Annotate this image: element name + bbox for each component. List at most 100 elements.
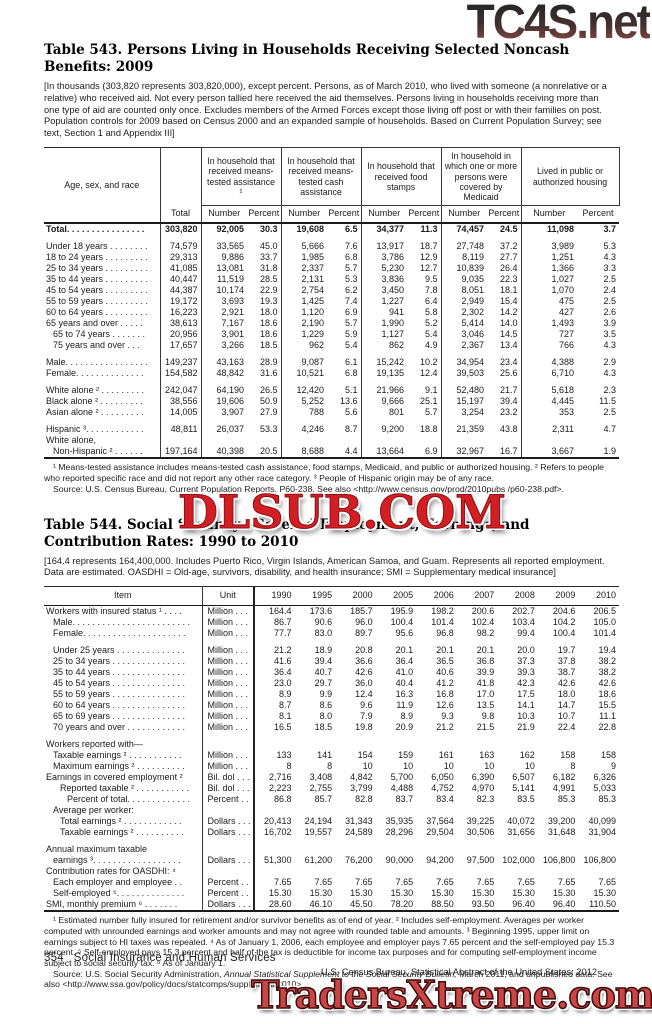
cell-unit [201,805,254,817]
cell-value: 15.30 [552,888,576,899]
cell-percent: 13.6 [339,396,358,407]
cell-value: 37.3 [517,656,535,667]
table543-header-groups: Age, sex, and race Total In household th… [44,146,620,225]
row-label: 25 to 34 years . . . . . . . . . [46,263,149,274]
cell-value [376,838,417,855]
table-row: Reported taxable ² . . . . . . . . . . .… [44,783,619,795]
cell-total: 44,387 [159,285,201,297]
subheader-percent: Percent [577,205,620,225]
cell-percent: 10.2 [419,357,438,368]
cell-value: 16.8 [436,689,454,700]
cell-total: 38,613 [159,318,201,330]
cell-value: 10 [443,761,454,772]
table-row: Female. . . . . . . . . . . . . . . . . … [44,628,619,640]
cell-total: 29,313 [159,252,201,264]
table-row: Female. . . . . . . . . . . . . . 154,58… [44,368,619,380]
cell-unit: Million . . . [201,628,254,640]
row-label: Contribution rates for OASDHI: ⁴ [46,866,176,877]
cell-percent: 5.7 [424,407,438,418]
cell-value: 104.2 [552,617,576,628]
cell-unit: Million . . . [201,761,254,773]
cell-percent: 13.4 [499,340,518,351]
cell-number: 21,359 [440,418,487,436]
row-label: Female. . . . . . . . . . . . . . . . . … [53,628,186,639]
cell-value [578,866,619,877]
cell-value: 45.50 [350,899,373,910]
cell-value: 7.65 [355,877,373,888]
cell-value: 15.30 [512,888,535,899]
cell-value [253,805,295,817]
subheader-percent: Percent [407,205,441,225]
cell-value: 9 [610,761,616,772]
table-row: Average per worker: [44,805,619,817]
cell-value [578,733,619,750]
cell-number: 9,666 [360,396,407,408]
cell-value: 9.8 [481,711,495,722]
row-label: 65 years and over . . . . . [46,318,144,329]
cell-unit: Million . . . [201,667,254,679]
cell-unit: Dollars . . . [201,899,254,912]
table-row: Male. . . . . . . . . . . . . . . . . 14… [44,351,619,369]
table-row: Non-Hispanic ² . . . . . . 197,164 40,39… [44,446,619,459]
cell-number: 13,917 [360,235,407,253]
cell-percent: 33.7 [259,252,278,263]
cell-number: 15,242 [360,351,407,369]
cell-number: 3,901 [200,329,247,341]
cell-percent: 2.9 [603,357,617,368]
cell-percent [407,435,441,446]
cell-number: 5,414 [440,318,487,330]
row-label: Average per worker: [53,805,134,816]
cell-value: 14.1 [517,700,535,711]
cell-value [335,733,376,750]
cell-value: 6,182 [552,772,576,783]
table-row: Workers with insured status ¹ . . . . Mi… [44,605,619,618]
table-544: Item Unit 1990 1995 2000 2005 2006 2007 … [44,586,619,913]
cell-percent: 5.1 [344,385,358,396]
cell-value: 8 [570,761,576,772]
cell-total: 74,579 [159,235,201,253]
cell-number: 10,839 [440,263,487,275]
cell-percent: 26.5 [259,385,278,396]
cell-value: 21.2 [253,639,295,657]
cell-number: 2,190 [280,318,327,330]
cell-percent: 5.4 [344,340,358,351]
cell-value: 39,200 [547,816,576,827]
cell-value: 38.7 [557,667,576,678]
cell-percent: 19.3 [259,296,278,307]
cell-percent [247,435,281,446]
row-label: Self-employed ⁵. . . . . . . . . . . . .… [53,888,185,899]
table-row: Contribution rates for OASDHI: ⁴ [44,866,619,878]
table-row: 55 to 59 years . . . . . . . . . 19,172 … [44,296,619,308]
cell-percent: 25.6 [499,368,518,379]
cell-value: 19.4 [598,645,616,656]
page-number: 354 [44,952,64,964]
cell-number: 48,842 [200,368,247,380]
cell-value: 82.8 [355,794,373,805]
cell-number: 727 [520,329,578,341]
cell-unit: Percent . . [201,794,254,806]
cell-number: 5,618 [520,379,578,397]
cell-number [280,435,327,447]
cell-value: 6,390 [471,772,495,783]
cell-value: 42.6 [557,678,576,689]
cell-value: 24,194 [304,816,333,827]
cell-percent: 50.9 [259,396,278,407]
cell-percent: 12.9 [419,252,438,263]
cell-value: 5,141 [512,783,535,794]
cell-percent: 14.2 [499,307,518,318]
row-label: Maximum earnings ² . . . . . . . . . . [53,761,185,772]
row-label: White alone, [46,435,97,446]
cell-value: 15.30 [471,888,495,899]
cell-value: 41.2 [436,678,454,689]
cell-percent: 23.4 [499,357,518,368]
cell-value: 7.65 [598,877,616,888]
table543-header-measures: Number Percent Number Percent Number Per… [44,205,620,225]
row-label: 55 to 59 years . . . . . . . . . . . . .… [53,689,186,700]
cell-value: 22.8 [598,722,616,733]
cell-value [376,733,417,750]
cell-number: 19,608 [280,223,327,236]
cell-number: 13,081 [200,263,247,275]
cell-value: 85.3 [557,794,576,805]
cell-value: 38.2 [598,656,616,667]
cell-value: 78.20 [390,899,414,910]
